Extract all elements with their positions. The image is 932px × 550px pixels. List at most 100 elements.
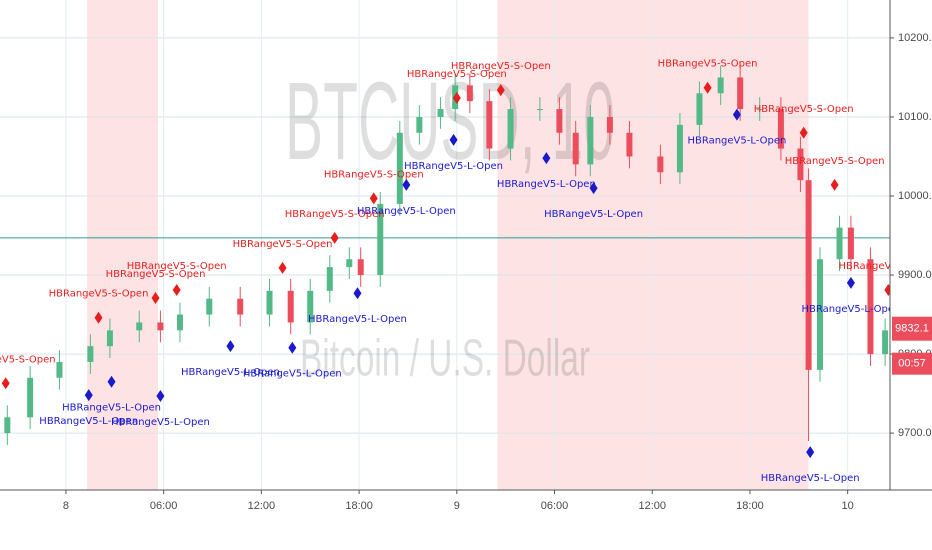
- y-tick-label: 10100.0: [898, 111, 932, 123]
- x-tick-label: 12:00: [248, 500, 276, 512]
- candle-body: [572, 132, 579, 165]
- candle-body: [486, 101, 493, 149]
- signal-label: HBRangeV5-S-Open: [658, 59, 758, 70]
- candle-body: [657, 156, 664, 173]
- signal-marker: [107, 375, 116, 388]
- candle-body: [266, 290, 273, 315]
- signal-marker: [369, 192, 378, 205]
- signal-label: HBRangeV5-L-Open: [404, 161, 503, 172]
- signal-label: HBRangeV5-L-Open: [801, 304, 900, 315]
- signal-marker: [496, 84, 505, 97]
- signal-label: HBRangeV5-S-Open: [407, 69, 507, 80]
- candle-body: [176, 314, 183, 331]
- signal-label: HBRangeV5-L-Open: [243, 369, 342, 380]
- candle-body: [346, 259, 353, 268]
- signal-marker: [402, 178, 411, 191]
- signal-label: HBRangeV5-L-Open: [62, 403, 161, 414]
- candle-body: [816, 259, 823, 370]
- x-tick-label: 9: [454, 500, 460, 512]
- signal-marker: [94, 311, 103, 324]
- candle-body: [717, 77, 724, 94]
- candle-body: [136, 322, 143, 331]
- candle-body: [507, 109, 514, 149]
- x-tick-label: 18:00: [736, 500, 764, 512]
- candle-body: [307, 290, 314, 323]
- candle-body: [606, 116, 613, 133]
- signal-label: HBRangeV5-S-Open: [127, 261, 227, 272]
- shaded-range: [87, 0, 158, 490]
- signal-marker: [830, 178, 839, 191]
- signal-marker: [884, 284, 890, 297]
- candle-body: [777, 109, 784, 149]
- x-tick-label: 12:00: [638, 500, 666, 512]
- candle-body: [377, 203, 384, 276]
- candle-body: [737, 77, 744, 110]
- countdown-tag: [892, 352, 932, 375]
- signal-marker: [703, 81, 712, 94]
- signal-label: HBRangeV5-L-Open: [308, 314, 407, 325]
- candle-body: [626, 132, 633, 157]
- candle-body: [587, 116, 594, 165]
- signal-label: HBRangeV5-S-Open: [233, 239, 333, 250]
- candle-body: [106, 330, 113, 347]
- candle-body: [357, 259, 364, 276]
- candle-body: [756, 109, 763, 111]
- signal-marker: [452, 92, 461, 104]
- x-tick-label: 06:00: [150, 500, 178, 512]
- signal-marker: [732, 108, 741, 121]
- signal-marker: [1, 377, 10, 390]
- candle-body: [56, 361, 63, 378]
- candle-body: [676, 124, 683, 173]
- signal-label: HBRangeV5-S-Open: [785, 156, 885, 167]
- x-tick-label: 06:00: [541, 500, 569, 512]
- signal-label: HBRangeV5-S-Open: [285, 209, 385, 220]
- signal-marker: [84, 389, 93, 402]
- signal-label: HBRangeV5-L-Open: [39, 416, 138, 427]
- last-price-tag: [892, 316, 932, 341]
- signal-marker: [846, 276, 855, 289]
- signal-label: HBRangeV5-L-Open: [544, 209, 643, 220]
- signal-label: HBRangeV5-S-Open: [754, 104, 854, 115]
- signal-marker: [330, 231, 339, 244]
- last-price-label: 9832.1: [895, 323, 929, 335]
- signal-label: HBRangeV5-L-Open: [687, 136, 786, 147]
- candle-body: [157, 322, 164, 331]
- countdown-label: 00:57: [898, 358, 926, 370]
- candle-body: [437, 109, 444, 117]
- signal-marker: [226, 340, 235, 353]
- signal-label: HBRangeV5-S-Open: [324, 169, 424, 180]
- watermark-subtitle: Bitcoin / U.S. Dollar: [300, 330, 590, 388]
- candle-body: [847, 227, 854, 260]
- signal-marker: [799, 126, 808, 139]
- candle-body: [882, 330, 889, 355]
- signal-label: HBRangeV5-S-Open: [49, 289, 149, 300]
- axes: 9700.09800.09900.010000.010100.010200.08…: [0, 0, 932, 512]
- y-tick-label: 9700.0: [898, 427, 932, 439]
- signal-marker: [589, 182, 598, 195]
- shaded-range: [497, 0, 809, 490]
- signal-marker: [542, 152, 551, 165]
- candle-body: [326, 267, 333, 291]
- signal-label: HBRangeV5-S-Open: [106, 269, 206, 280]
- candle-body: [836, 227, 843, 260]
- candle-body: [797, 148, 804, 181]
- signal-label: HBRangeV5-L-Open: [111, 417, 210, 428]
- signal-label: HBRangeV5-L-Open: [181, 367, 280, 378]
- signal-label: HBRangeV5-L-Open: [761, 473, 860, 484]
- candle-body: [396, 132, 403, 204]
- signal-marker: [449, 133, 458, 146]
- signal-label: HBRangeV5-S-Open: [838, 261, 932, 272]
- signal-marker: [151, 291, 160, 304]
- y-tick-label: 10200.0: [898, 32, 932, 44]
- candle-body: [27, 377, 34, 418]
- signal-marker: [288, 341, 297, 354]
- signal-label: HBRangeV5-L-Open: [357, 206, 456, 217]
- signal-marker: [172, 284, 181, 297]
- candle-body: [4, 417, 11, 434]
- x-tick-label: 10: [842, 500, 854, 512]
- signal-marker: [278, 261, 287, 274]
- x-tick-label: 18:00: [345, 500, 373, 512]
- candle-body: [237, 298, 244, 315]
- signal-marker: [806, 446, 815, 459]
